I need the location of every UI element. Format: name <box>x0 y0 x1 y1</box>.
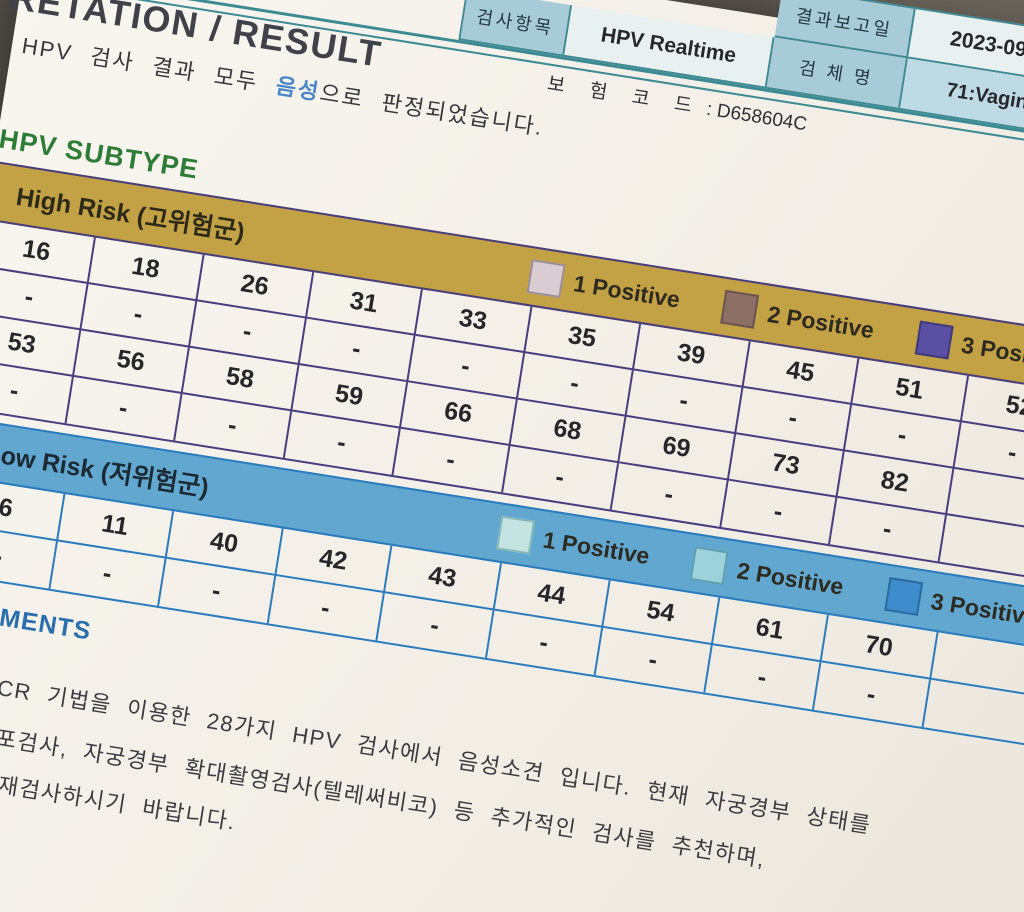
legend-swatch <box>526 259 566 299</box>
legend-item: 1 Positive <box>496 515 652 573</box>
legend-swatch <box>496 515 536 555</box>
legend-swatch <box>884 576 923 616</box>
result-suffix: 으로 판정되었습니다. <box>318 80 546 141</box>
section-title-comments: COMMENTS <box>0 593 94 646</box>
legend-item: 2 Positive <box>690 546 846 603</box>
legend-item: 2 Positive <box>720 289 877 347</box>
legend-label: 3 Positive <box>929 587 1024 630</box>
legend-swatch <box>720 289 760 329</box>
legend-swatch <box>690 546 730 586</box>
legend-label: 3 Positive <box>959 331 1024 374</box>
legend-item: 3 Positive <box>884 576 1024 634</box>
legend-item: 3 Positive <box>914 320 1024 378</box>
result-negative-highlight: 음성 <box>274 73 322 105</box>
legend-label: 1 Positive <box>541 526 652 569</box>
legend-label: 2 Positive <box>735 556 846 600</box>
legend-swatch <box>914 320 954 360</box>
insurance-code-value: D658604C <box>715 100 809 136</box>
legend-label: 2 Positive <box>765 300 876 343</box>
table-cell <box>939 515 1024 579</box>
legend-item: 1 Positive <box>526 259 683 316</box>
legend-label: 1 Positive <box>571 269 682 313</box>
